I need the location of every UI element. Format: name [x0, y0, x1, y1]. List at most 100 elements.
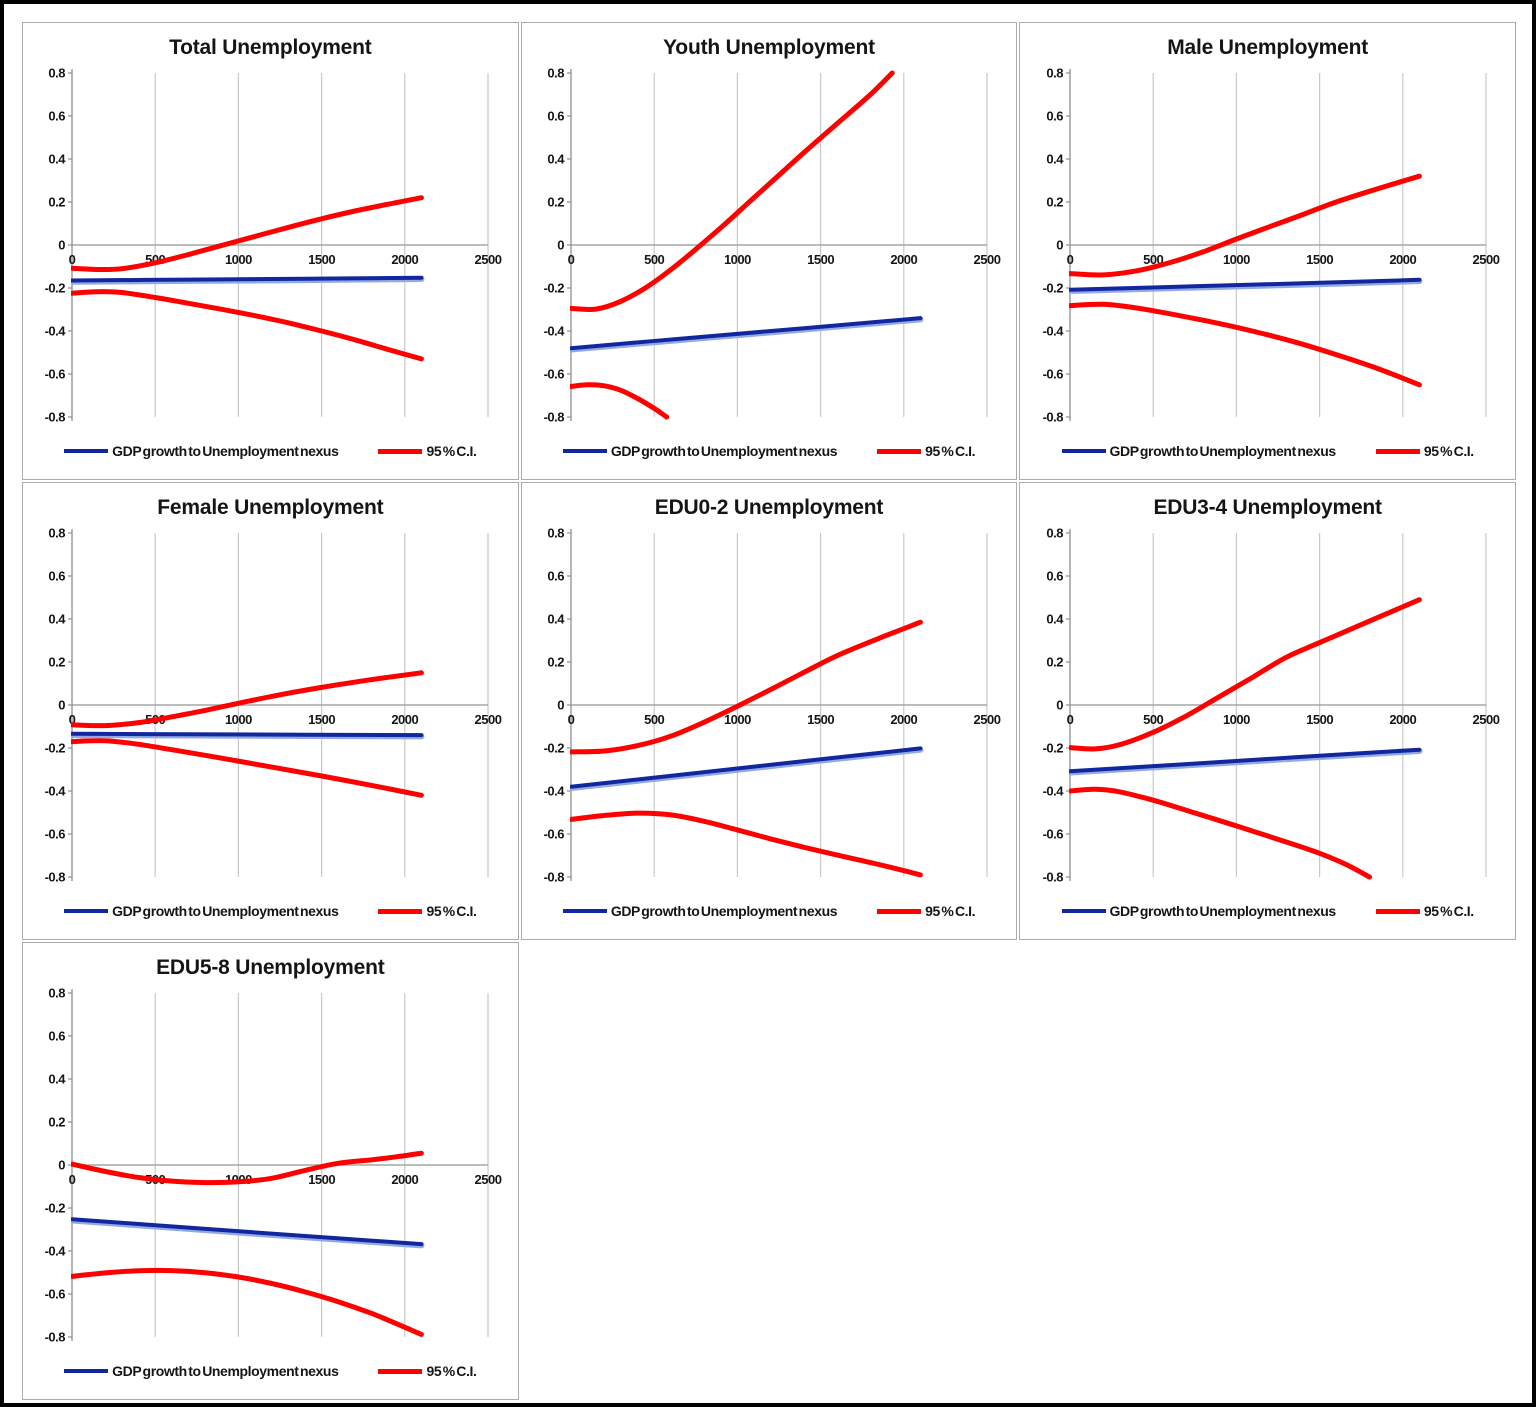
line-chart-plot: 0.80.60.40.20-0.2-0.4-0.6-0.80 500 1000 150… — [544, 66, 1002, 425]
chart-panel-youth-unemployment: Youth Unemployment 0.8 0.6 0.4 0.2 0 -0.2 -0.4… — [520, 22, 1018, 480]
svg-text:0.2: 0.2 — [49, 195, 66, 210]
chart-legend: GDP growth to Unemployment nexus 95 % C.… — [23, 431, 518, 471]
svg-text:0.4: 0.4 — [49, 612, 67, 627]
chart-panel-male-unemployment: Male Unemployment 0.8 0.6 0.4 0.2 0 -0.2 -0.4-… — [1019, 22, 1516, 480]
svg-text:-0.8: -0.8 — [45, 1330, 66, 1345]
svg-text:-0.6: -0.6 — [45, 367, 66, 382]
svg-text:0.8: 0.8 — [49, 986, 66, 1001]
ci-line — [71, 738, 425, 798]
legend-label-nexus: GDP growth to Unemployment nexus — [112, 443, 339, 459]
legend-item-nexus: GDP growth to Unemployment nexus — [64, 443, 339, 459]
svg-text:0: 0 — [69, 712, 76, 727]
svg-text:-0.4: -0.4 — [45, 1244, 67, 1259]
svg-text:1500: 1500 — [308, 712, 335, 727]
svg-text:2000: 2000 — [1389, 712, 1416, 727]
svg-text:-0.2: -0.2 — [45, 741, 66, 756]
nexus-line — [569, 316, 923, 351]
nexus-line-swatch — [64, 909, 109, 913]
ci-line — [569, 810, 923, 878]
ci-line — [569, 382, 670, 420]
svg-text:2000: 2000 — [392, 1172, 419, 1187]
ci-line — [71, 289, 425, 362]
svg-text:-0.6: -0.6 — [1042, 367, 1063, 382]
svg-text:-0.4: -0.4 — [1042, 784, 1064, 799]
svg-text:2000: 2000 — [392, 252, 419, 267]
svg-text:0.4: 0.4 — [1046, 612, 1064, 627]
nexus-line — [1068, 277, 1422, 292]
legend-item-ci: 95 % C.I. — [1375, 443, 1474, 459]
chart-legend: GDP growth to Unemployment nexus 95 % C.… — [23, 891, 518, 931]
ci-line — [569, 619, 923, 755]
nexus-line-swatch — [64, 1369, 109, 1373]
legend-item-nexus: GDP growth to Unemployment nexus — [64, 903, 339, 919]
ci-line-swatch — [378, 1368, 423, 1374]
legend-label-nexus: GDP growth to Unemployment nexus — [1109, 903, 1337, 919]
svg-text:0.2: 0.2 — [1046, 655, 1063, 670]
svg-text:-0.2: -0.2 — [1042, 281, 1063, 296]
line-chart-plot: 0.80.60.40.20-0.2-0.4-0.6-0.80 500 1000 150… — [45, 526, 503, 885]
svg-text:0: 0 — [59, 238, 66, 253]
line-chart-plot: 0.80.60.40.20-0.2-0.4-0.6-0.80 500 1000 150… — [544, 526, 1002, 885]
svg-text:0.2: 0.2 — [49, 1115, 66, 1130]
svg-text:-0.4: -0.4 — [45, 784, 67, 799]
ci-line-swatch — [877, 448, 922, 454]
ci-line — [71, 1150, 425, 1186]
legend-item-ci: 95 % C.I. — [877, 903, 976, 919]
chart-title: Total Unemployment — [169, 36, 372, 59]
svg-text:-0.2: -0.2 — [544, 741, 565, 756]
legend-item-ci: 95 % C.I. — [1375, 903, 1474, 919]
svg-text:2500: 2500 — [475, 252, 502, 267]
chart-legend: GDP growth to Unemployment nexus 95 % C.… — [1020, 431, 1515, 471]
legend-label-nexus: GDP growth to Unemployment nexus — [112, 903, 339, 919]
svg-text:0: 0 — [557, 698, 564, 713]
ci-line-swatch — [1375, 448, 1420, 454]
svg-text:0: 0 — [69, 1172, 76, 1187]
svg-text:0: 0 — [59, 1158, 66, 1173]
legend-item-nexus: GDP growth to Unemployment nexus — [1061, 903, 1337, 919]
nexus-line-swatch — [1061, 449, 1106, 453]
svg-text:1000: 1000 — [225, 252, 252, 267]
svg-text:-0.4: -0.4 — [45, 324, 67, 339]
legend-label-nexus: GDP growth to Unemployment nexus — [610, 443, 838, 459]
legend-item-nexus: GDP growth to Unemployment nexus — [64, 1363, 339, 1379]
nexus-line — [1068, 747, 1422, 774]
legend-label-ci: 95 % C.I. — [426, 1363, 477, 1379]
svg-text:0.4: 0.4 — [1046, 152, 1064, 167]
legend-item-ci: 95 % C.I. — [378, 903, 477, 919]
nexus-line — [569, 746, 923, 789]
ci-line — [1068, 786, 1372, 880]
svg-text:1000: 1000 — [724, 252, 751, 267]
legend-item-nexus: GDP growth to Unemployment nexus — [562, 903, 838, 919]
ci-line-swatch — [378, 908, 423, 914]
legend-label-nexus: GDP growth to Unemployment nexus — [610, 903, 838, 919]
svg-text:500: 500 — [644, 712, 664, 727]
svg-text:2500: 2500 — [974, 712, 1001, 727]
svg-text:0: 0 — [1066, 252, 1073, 267]
svg-text:-0.8: -0.8 — [544, 410, 565, 425]
svg-text:-0.6: -0.6 — [45, 1287, 66, 1302]
svg-text:0.8: 0.8 — [49, 526, 66, 541]
svg-text:2500: 2500 — [1472, 712, 1499, 727]
svg-text:1500: 1500 — [308, 252, 335, 267]
legend-label-nexus: GDP growth to Unemployment nexus — [1109, 443, 1337, 459]
svg-text:-0.2: -0.2 — [45, 281, 66, 296]
svg-text:0.6: 0.6 — [1046, 569, 1063, 584]
svg-text:2000: 2000 — [392, 712, 419, 727]
nexus-line-swatch — [64, 449, 109, 453]
svg-text:2500: 2500 — [475, 712, 502, 727]
svg-text:-0.8: -0.8 — [1042, 410, 1063, 425]
nexus-line-swatch — [1061, 909, 1106, 913]
svg-text:-0.4: -0.4 — [544, 784, 566, 799]
chart-panel-female-unemployment: Female Unemployment 0.8 0.6 0.4 0.2 0 -0.2 -0.… — [22, 482, 519, 940]
chart-panel-edu0-2-unemployment: EDU0-2 Unemployment 0.8 0.6 0.4 0.2 0 -0.2 -0.… — [520, 482, 1018, 940]
svg-text:1000: 1000 — [225, 712, 252, 727]
svg-text:1500: 1500 — [1306, 252, 1333, 267]
chart-title: Youth Unemployment — [663, 36, 875, 59]
chart-panel-total-unemployment: Total Unemployment 0.8 0.6 0.4 0.2 0 -0.2 -0.4… — [22, 22, 519, 480]
svg-text:0: 0 — [69, 252, 76, 267]
legend-label-ci: 95 % C.I. — [925, 903, 976, 919]
nexus-line — [71, 731, 424, 738]
chart-title: EDU5-8 Unemployment — [156, 956, 385, 979]
svg-text:2000: 2000 — [890, 252, 917, 267]
